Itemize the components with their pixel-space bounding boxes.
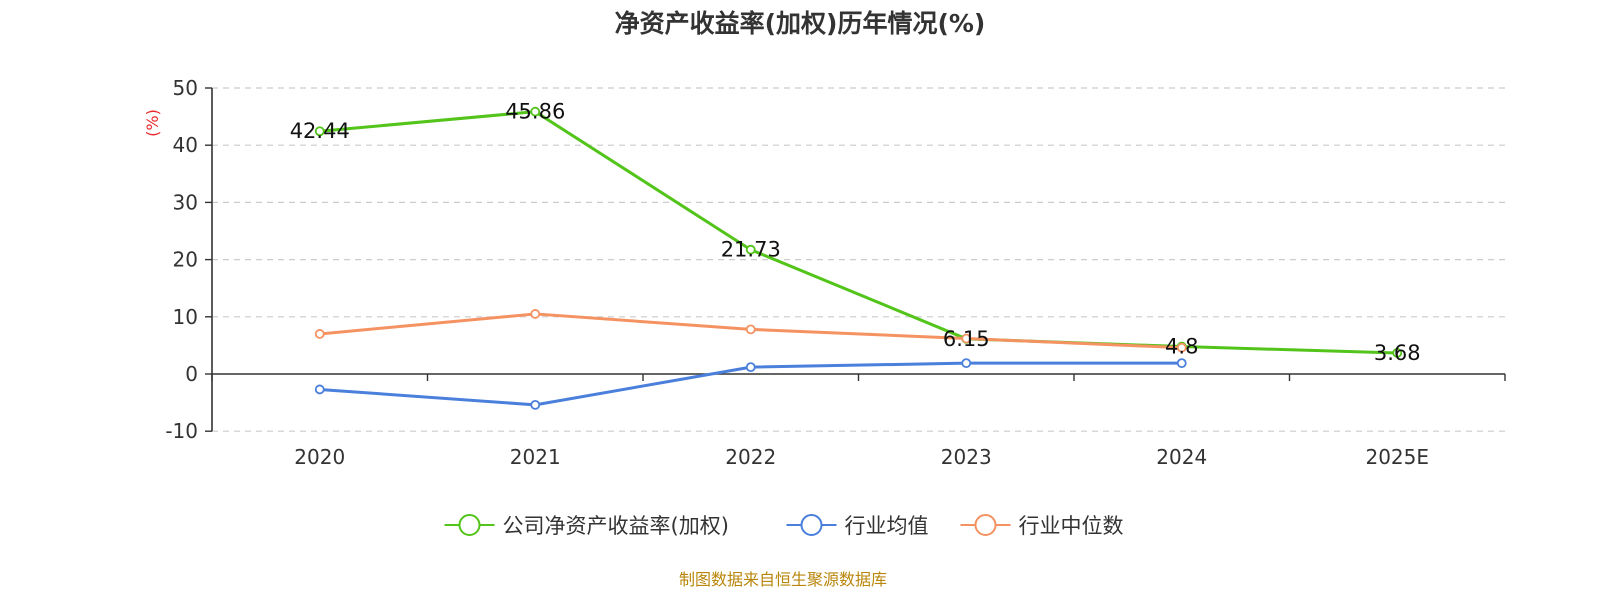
data-point[interactable] [314,126,325,137]
data-labels: 42.44 45.86 21.73 6.15 4.8 3.68 [290,100,1421,365]
x-tick-label: 2023 [941,445,992,469]
data-point[interactable] [745,324,756,335]
legend-item[interactable]: 公司净资产收益率(加权) [444,514,729,538]
chart-title: 净资产收益率(加权)历年情况(%) [615,9,986,38]
data-label: 21.73 [721,238,781,262]
y-tick-label: 50 [173,76,198,100]
y-tick-label: 20 [173,248,198,272]
y-tick-label: 0 [185,362,198,386]
y-tick-label: -10 [165,419,198,443]
y-tick-label: 40 [173,133,198,157]
data-point[interactable] [961,333,972,344]
data-point[interactable] [1176,342,1187,353]
data-label: 3.68 [1374,341,1421,365]
data-point[interactable] [961,358,972,369]
x-tick-label: 2025E [1365,445,1429,469]
data-point[interactable] [530,106,541,117]
y-axis-label: (%) [143,109,162,137]
legend-item[interactable]: 行业中位数 [960,514,1124,538]
legend-label: 公司净资产收益率(加权) [503,514,729,538]
x-tick-label: 2020 [294,445,345,469]
series [314,106,1403,410]
legend-label: 行业中位数 [1019,514,1124,538]
legend-swatch-circle [458,514,481,536]
legend-swatch-circle [800,514,823,536]
legend-label: 行业均值 [845,514,929,538]
series-line [319,110,1398,355]
data-point[interactable] [314,384,325,395]
y-tick-label: 10 [173,305,198,329]
axes: -10 0 10 20 30 40 50 2020 2021 2022 2023 2024 2025E [165,76,1506,469]
data-point[interactable] [530,399,541,410]
data-point[interactable] [1392,348,1403,358]
data-point[interactable] [1176,358,1187,369]
data-label: 4.8 [1165,335,1198,359]
data-label: 6.15 [943,327,990,351]
data-point[interactable] [314,329,325,339]
x-tick-label: 2022 [725,445,776,469]
x-tick-label: 2024 [1156,445,1207,469]
data-point[interactable] [745,362,756,373]
legend-swatch-circle [974,514,997,536]
source-note: 制图数据来自恒生聚源数据库 [679,570,887,589]
data-point[interactable] [530,309,541,319]
legend-item[interactable]: 行业均值 [786,514,929,538]
data-label: 42.44 [290,119,350,143]
data-point[interactable] [745,244,756,255]
legend[interactable]: 公司净资产收益率(加权) 行业均值 行业中位数 [444,514,1124,538]
data-label: 45.86 [505,100,565,124]
y-tick-label: 30 [173,190,198,214]
x-tick-label: 2021 [510,445,561,469]
